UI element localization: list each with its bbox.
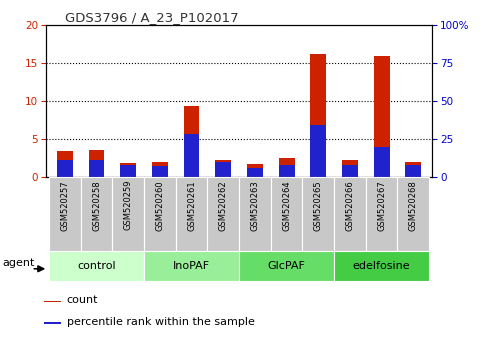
Bar — [366, 177, 398, 251]
Text: count: count — [67, 295, 98, 305]
Text: GSM520265: GSM520265 — [314, 180, 323, 230]
Bar — [374, 147, 389, 177]
Bar — [184, 135, 199, 177]
Bar — [57, 160, 73, 177]
Text: GSM520266: GSM520266 — [345, 180, 355, 231]
Bar — [49, 177, 81, 251]
Bar — [57, 151, 73, 177]
Bar — [279, 158, 295, 177]
Bar — [334, 177, 366, 251]
Bar — [152, 166, 168, 177]
Bar — [207, 177, 239, 251]
Bar — [113, 177, 144, 251]
Bar — [120, 165, 136, 177]
Text: GSM520261: GSM520261 — [187, 180, 196, 230]
Text: edelfosine: edelfosine — [353, 261, 411, 272]
Text: GDS3796 / A_23_P102017: GDS3796 / A_23_P102017 — [65, 11, 239, 24]
Bar — [247, 164, 263, 177]
Bar — [215, 162, 231, 177]
Bar — [89, 160, 104, 177]
Bar — [44, 301, 60, 302]
Bar — [44, 322, 60, 324]
Bar — [311, 54, 326, 177]
Bar — [279, 165, 295, 177]
Bar — [184, 106, 199, 177]
Bar — [89, 150, 104, 177]
Bar — [334, 251, 429, 281]
Text: GSM520263: GSM520263 — [250, 180, 259, 231]
Text: GSM520262: GSM520262 — [219, 180, 228, 230]
Text: GSM520257: GSM520257 — [60, 180, 70, 230]
Bar — [405, 162, 421, 177]
Bar — [342, 165, 358, 177]
Bar — [239, 177, 271, 251]
Text: GSM520260: GSM520260 — [156, 180, 164, 230]
Bar — [215, 160, 231, 177]
Bar — [311, 125, 326, 177]
Bar — [144, 251, 239, 281]
Bar — [398, 177, 429, 251]
Bar — [239, 251, 334, 281]
Text: GSM520259: GSM520259 — [124, 180, 133, 230]
Text: GSM520268: GSM520268 — [409, 180, 418, 231]
Bar — [120, 163, 136, 177]
Bar — [271, 177, 302, 251]
Bar — [144, 177, 176, 251]
Text: GlcPAF: GlcPAF — [268, 261, 306, 272]
Text: percentile rank within the sample: percentile rank within the sample — [67, 316, 255, 327]
Text: GSM520267: GSM520267 — [377, 180, 386, 231]
Bar — [152, 162, 168, 177]
Bar — [405, 165, 421, 177]
Text: agent: agent — [2, 258, 35, 268]
Bar — [176, 177, 207, 251]
Text: GSM520264: GSM520264 — [282, 180, 291, 230]
Text: control: control — [77, 261, 116, 272]
Bar — [302, 177, 334, 251]
Text: InoPAF: InoPAF — [173, 261, 210, 272]
Bar — [374, 56, 389, 177]
Bar — [81, 177, 113, 251]
Bar — [49, 251, 144, 281]
Bar — [247, 168, 263, 177]
Bar — [342, 160, 358, 177]
Text: GSM520258: GSM520258 — [92, 180, 101, 230]
